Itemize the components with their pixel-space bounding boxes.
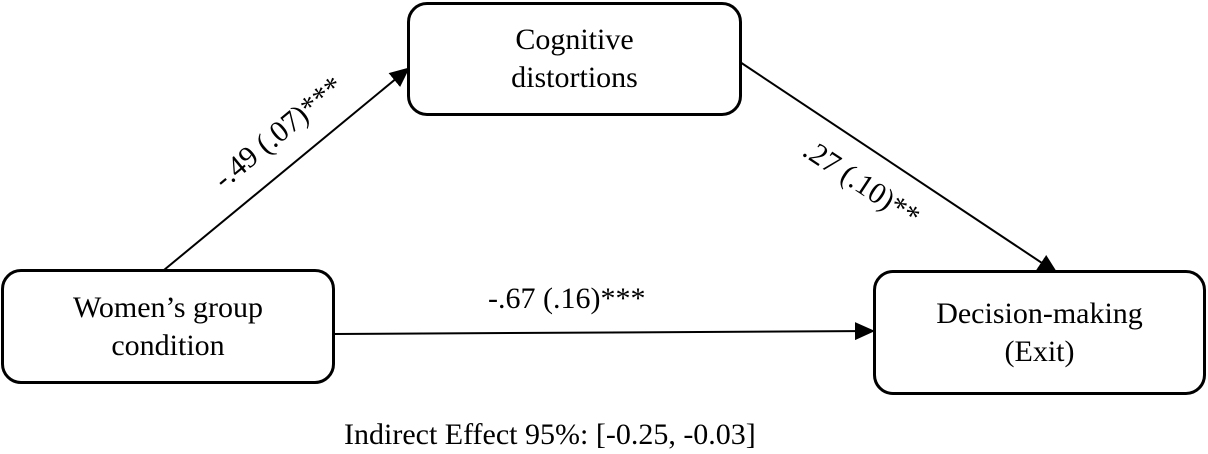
node-label-line2: condition <box>111 328 225 362</box>
indirect-effect-ci: Indirect Effect 95%: [-0.25, -0.03] <box>344 418 756 451</box>
path-c-prime-arrow <box>332 322 875 341</box>
node-cognitive-distortions: Cognitive distortions <box>407 2 742 116</box>
node-label-line1: Cognitive <box>515 23 634 56</box>
node-label-line1: Decision-making <box>936 296 1143 330</box>
path-c-prime-coefficient: -.67 (.16)*** <box>488 282 646 315</box>
path-b-arrow <box>739 61 1058 274</box>
node-decision-making-exit: Decision-making (Exit) <box>873 270 1206 395</box>
node-label-line2: (Exit) <box>1004 334 1075 368</box>
node-label-line2: distortions <box>511 61 638 94</box>
path-a-arrow <box>163 67 410 271</box>
node-label-line1: Women’s group <box>72 290 264 324</box>
node-womens-group-condition: Women’s group condition <box>1 269 335 384</box>
